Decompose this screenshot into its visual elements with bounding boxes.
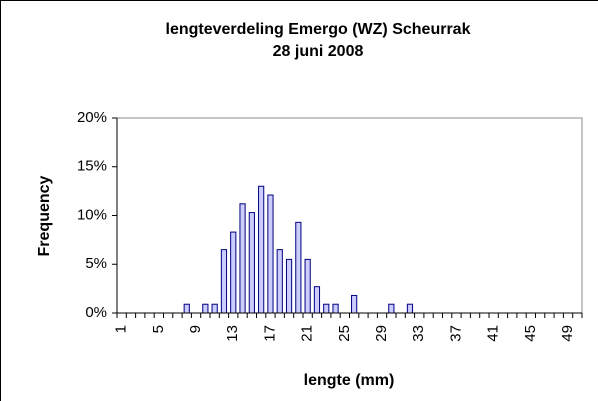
y-axis-label: Frequency <box>36 175 53 256</box>
x-tick-label: 33 <box>410 325 427 342</box>
bar <box>323 303 330 314</box>
bar <box>230 231 237 314</box>
bar <box>248 212 255 314</box>
chart-subtitle: 28 juni 2008 <box>273 43 364 60</box>
plot-area <box>116 117 583 314</box>
x-tick-label: 9 <box>187 325 204 333</box>
bar <box>183 303 190 314</box>
x-tick-label: 13 <box>224 325 241 342</box>
bar <box>276 249 283 314</box>
bar <box>285 258 293 314</box>
x-tick-label: 45 <box>522 325 539 342</box>
bar <box>313 286 321 314</box>
x-tick-label: 29 <box>373 325 390 342</box>
bar <box>258 185 265 314</box>
bar <box>295 221 302 314</box>
bar <box>351 294 358 314</box>
bar <box>388 303 395 314</box>
bar <box>304 258 311 314</box>
x-tick-label: 21 <box>299 325 316 342</box>
x-tick-label: 37 <box>447 325 464 342</box>
bar <box>202 303 209 314</box>
y-tick-label: 0% <box>85 304 107 321</box>
x-tick-label: 25 <box>336 325 353 342</box>
x-tick-label: 17 <box>261 325 278 342</box>
y-tick-label: 20% <box>77 109 107 126</box>
bar <box>220 249 228 314</box>
bar <box>211 303 218 314</box>
chart-title: lengteverdeling Emergo (WZ) Scheurrak <box>166 21 471 38</box>
y-tick-label: 5% <box>85 255 107 272</box>
bar <box>406 303 414 314</box>
x-tick-label: 49 <box>559 325 576 342</box>
x-tick-label: 1 <box>113 325 130 333</box>
x-tick-label: 41 <box>485 325 502 342</box>
bar <box>267 194 274 314</box>
x-tick-label: 5 <box>150 325 167 333</box>
bar <box>332 303 339 314</box>
bar <box>239 203 246 314</box>
y-tick-label: 10% <box>77 206 107 223</box>
x-axis-label: lengte (mm) <box>304 372 395 389</box>
y-tick-label: 15% <box>77 158 107 175</box>
